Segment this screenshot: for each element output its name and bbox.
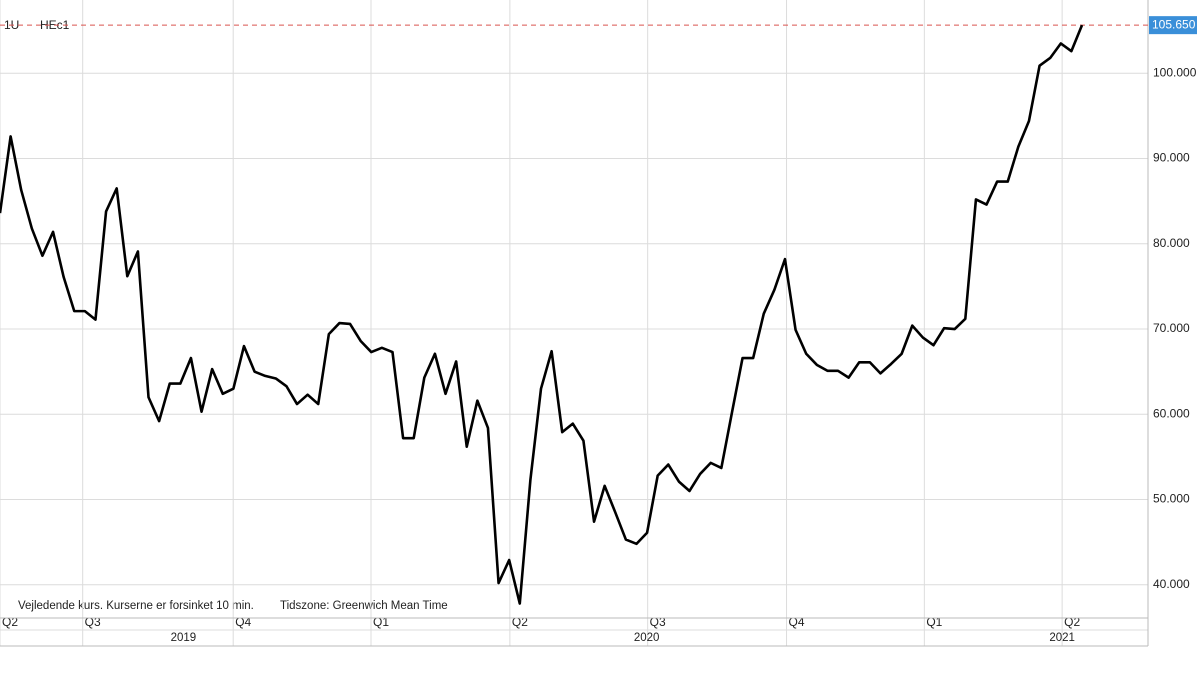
footnote: Vejledende kurs. Kurserne er forsinket 1… [18,600,254,612]
y-tick-label: 70.000 [1153,321,1190,335]
y-tick-label: 60.000 [1153,406,1190,420]
x-tick-label: Q4 [789,615,805,629]
y-tick-label: 40.000 [1153,577,1190,591]
y-tick-label: 50.000 [1153,492,1190,506]
x-tick-label: Q3 [85,615,101,629]
y-tick-label: 100.000 [1153,65,1197,79]
x-tick-label: Q3 [650,615,666,629]
x-tick-label: Q4 [235,615,251,629]
footnote: Tidszone: Greenwich Mean Time [280,600,448,612]
year-label: 2021 [1049,632,1075,644]
year-label: 2020 [634,632,660,644]
x-tick-label: Q2 [2,615,18,629]
last-price-label: 105.650 [1152,17,1196,31]
x-tick-label: Q2 [512,615,528,629]
x-tick-label: Q2 [1064,615,1080,629]
year-label: 2019 [171,632,197,644]
y-tick-label: 80.000 [1153,236,1190,250]
price-line [0,24,1084,605]
x-tick-label: Q1 [926,615,942,629]
last-price-box [1149,16,1197,35]
x-tick-label: Q1 [373,615,389,629]
y-tick-label: 90.000 [1153,151,1190,165]
